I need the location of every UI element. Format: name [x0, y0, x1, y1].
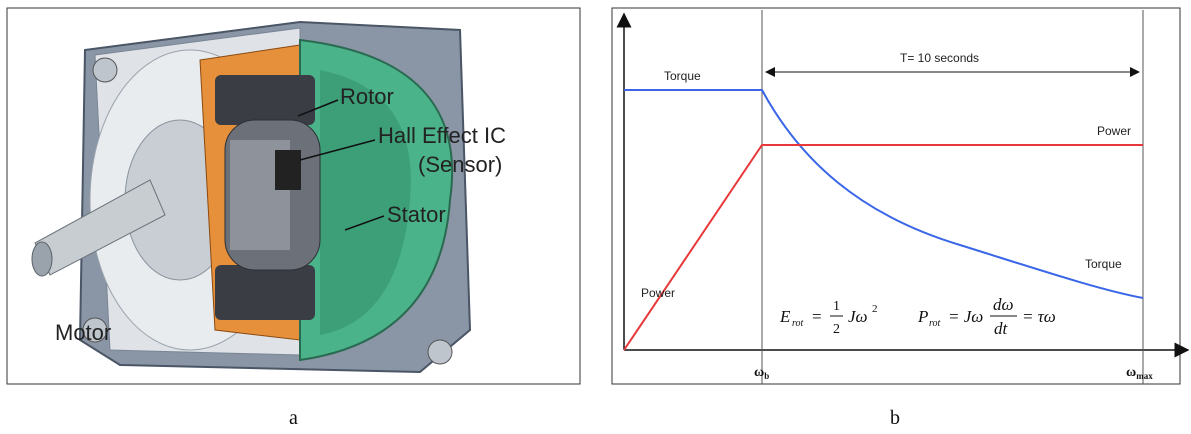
- label-rotor: Rotor: [340, 84, 394, 109]
- figure: Rotor Hall Effect IC (Sensor) Stator Mot…: [0, 0, 1191, 434]
- denominator: 2: [833, 322, 840, 337]
- panel-b: T= 10 seconds Torque Power Power Torque …: [612, 8, 1188, 384]
- panel-frame: [612, 8, 1180, 384]
- power: 2: [872, 303, 878, 315]
- term: Jω: [848, 307, 868, 326]
- omega: ω: [1126, 365, 1136, 380]
- symbol: P: [917, 307, 928, 326]
- caption-b: b: [890, 407, 900, 429]
- equals: =: [812, 307, 822, 326]
- torque-label: Torque: [1085, 257, 1122, 271]
- power-label: Power: [1097, 124, 1131, 138]
- result: = τω: [1022, 307, 1056, 326]
- numerator: dω: [993, 295, 1014, 314]
- label-motor: Motor: [55, 320, 111, 345]
- subscript: b: [764, 371, 769, 381]
- equals: = Jω: [948, 307, 983, 326]
- numerator: 1: [833, 299, 840, 314]
- power-label: Power: [641, 286, 675, 300]
- panel-a: Rotor Hall Effect IC (Sensor) Stator Mot…: [7, 8, 580, 384]
- period-label: T= 10 seconds: [900, 51, 979, 65]
- subscript: max: [1136, 371, 1153, 381]
- denominator: dt: [994, 319, 1009, 338]
- label-hall: Hall Effect IC: [378, 123, 506, 148]
- label-stator: Stator: [387, 202, 446, 227]
- label-sensor: (Sensor): [418, 152, 502, 177]
- symbol: E: [779, 307, 791, 326]
- subscript: rot: [929, 318, 941, 329]
- omega: ω: [754, 365, 764, 380]
- caption-a: a: [289, 407, 298, 429]
- torque-label: Torque: [664, 69, 701, 83]
- subscript: rot: [792, 318, 804, 329]
